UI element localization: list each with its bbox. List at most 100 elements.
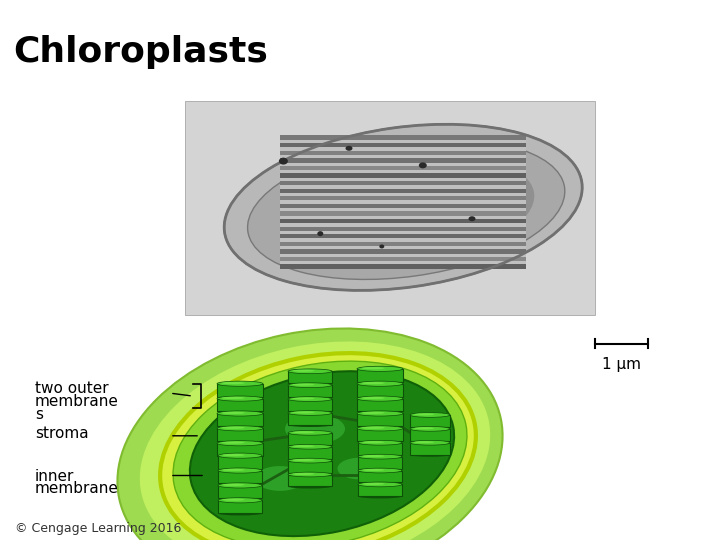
Ellipse shape — [218, 483, 262, 488]
Bar — [280, 242, 526, 246]
Bar — [280, 185, 526, 188]
Bar — [280, 234, 526, 238]
Ellipse shape — [217, 426, 263, 431]
Text: two outer: two outer — [35, 381, 109, 396]
Bar — [280, 238, 526, 242]
Ellipse shape — [217, 411, 263, 416]
Ellipse shape — [292, 383, 315, 386]
Ellipse shape — [288, 456, 332, 461]
Ellipse shape — [410, 440, 450, 445]
Ellipse shape — [469, 216, 475, 221]
Text: inner: inner — [35, 469, 74, 483]
Ellipse shape — [217, 409, 263, 414]
Bar — [280, 155, 526, 158]
Ellipse shape — [410, 453, 450, 457]
Ellipse shape — [160, 353, 476, 540]
Ellipse shape — [173, 361, 467, 540]
Ellipse shape — [140, 341, 490, 540]
Bar — [357, 384, 403, 396]
Text: 1 μm: 1 μm — [602, 357, 641, 373]
Ellipse shape — [362, 483, 384, 485]
Ellipse shape — [222, 469, 244, 471]
Bar — [280, 246, 526, 249]
Text: © Cengage Learning 2016: © Cengage Learning 2016 — [15, 522, 181, 535]
Ellipse shape — [218, 496, 262, 501]
Ellipse shape — [292, 459, 315, 461]
Bar — [357, 369, 403, 382]
Text: s: s — [35, 407, 43, 422]
Ellipse shape — [414, 413, 434, 415]
Ellipse shape — [288, 444, 332, 449]
Bar — [288, 447, 332, 458]
Text: Chloroplasts: Chloroplasts — [13, 35, 268, 69]
Bar — [280, 223, 526, 227]
Ellipse shape — [218, 481, 262, 485]
Bar — [280, 196, 526, 200]
Ellipse shape — [410, 425, 450, 429]
Ellipse shape — [362, 441, 384, 443]
Ellipse shape — [217, 454, 263, 458]
Ellipse shape — [357, 394, 403, 399]
Ellipse shape — [222, 382, 245, 384]
Ellipse shape — [222, 454, 244, 456]
Ellipse shape — [419, 163, 427, 168]
Ellipse shape — [292, 411, 315, 414]
Bar — [280, 140, 526, 143]
Ellipse shape — [288, 470, 332, 475]
Bar — [358, 457, 402, 469]
Bar — [280, 208, 526, 211]
Ellipse shape — [218, 511, 262, 516]
Ellipse shape — [255, 466, 305, 491]
Ellipse shape — [358, 440, 402, 445]
Ellipse shape — [358, 467, 402, 471]
Bar — [280, 151, 526, 155]
Ellipse shape — [358, 468, 402, 473]
Ellipse shape — [282, 154, 534, 266]
Bar — [217, 399, 263, 411]
Ellipse shape — [414, 427, 434, 429]
Text: stroma: stroma — [35, 426, 89, 441]
Ellipse shape — [288, 369, 332, 374]
Ellipse shape — [362, 455, 384, 457]
Ellipse shape — [410, 438, 450, 443]
Bar — [280, 173, 526, 178]
Bar — [358, 484, 402, 496]
Ellipse shape — [358, 453, 402, 457]
Ellipse shape — [288, 458, 332, 463]
Bar — [280, 215, 526, 219]
Bar — [217, 414, 263, 427]
Ellipse shape — [217, 396, 263, 401]
Ellipse shape — [217, 381, 263, 386]
Ellipse shape — [288, 383, 332, 388]
Bar — [280, 254, 526, 257]
Ellipse shape — [288, 472, 332, 477]
Text: membrane: membrane — [35, 482, 119, 496]
Ellipse shape — [357, 424, 403, 429]
Bar — [288, 413, 332, 425]
Ellipse shape — [292, 369, 315, 372]
Bar — [357, 428, 403, 441]
Bar — [280, 231, 526, 234]
Ellipse shape — [358, 454, 402, 459]
Bar — [280, 143, 526, 147]
Ellipse shape — [279, 158, 288, 165]
Bar — [280, 261, 526, 265]
Bar — [280, 227, 526, 231]
Bar — [280, 204, 526, 208]
Ellipse shape — [285, 414, 345, 444]
Ellipse shape — [222, 397, 245, 399]
Ellipse shape — [288, 410, 332, 415]
Ellipse shape — [361, 427, 384, 429]
Bar — [280, 249, 526, 254]
Bar — [280, 188, 526, 193]
Ellipse shape — [292, 431, 315, 433]
Ellipse shape — [361, 382, 384, 384]
Ellipse shape — [358, 482, 402, 487]
Ellipse shape — [222, 498, 244, 501]
Ellipse shape — [361, 411, 384, 414]
Bar — [280, 193, 526, 196]
Ellipse shape — [222, 441, 245, 444]
Bar — [288, 385, 332, 397]
Bar — [218, 500, 262, 513]
Ellipse shape — [357, 366, 403, 372]
